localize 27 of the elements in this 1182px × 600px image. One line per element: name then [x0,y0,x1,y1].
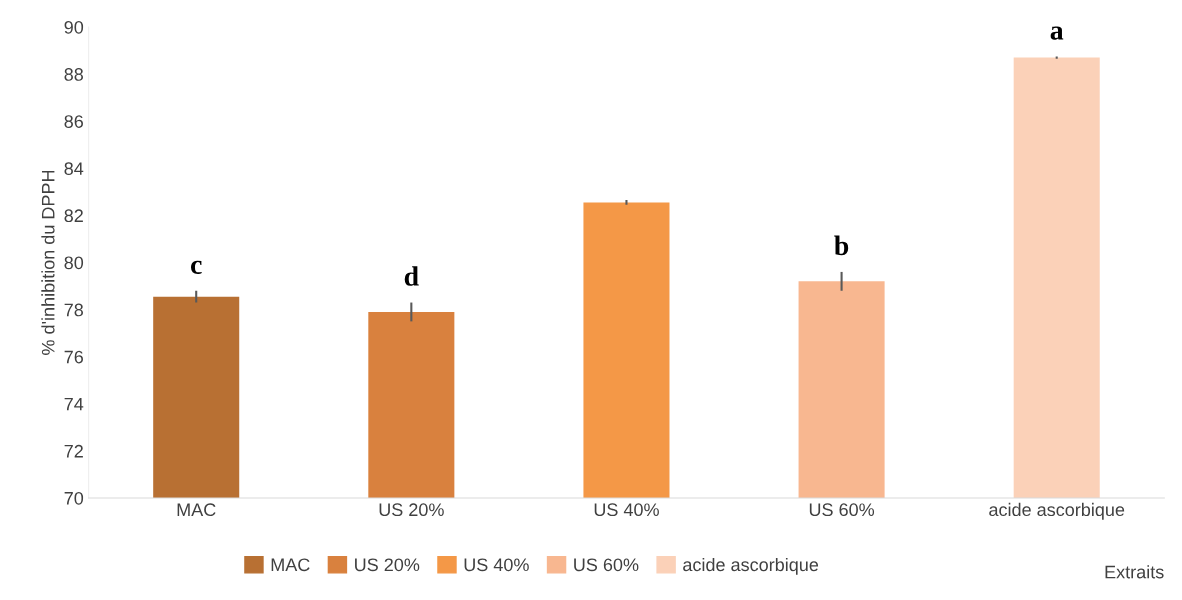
data-label: a [1050,26,1064,40]
y-tick-label: 72 [64,444,83,458]
legend-label: US 60% [574,558,639,572]
x-tick-label: US 40% [594,503,659,517]
legend-label: US 40% [464,558,529,572]
y-tick-label: 90 [64,20,84,34]
x-axis-title: Extraits [1105,565,1164,579]
data-label: c [191,260,202,274]
y-tick-label: 86 [64,115,83,128]
y-tick-label: 82 [64,209,83,223]
legend-label: acide ascorbique [683,557,819,575]
y-tick-label: 74 [64,397,84,411]
y-tick-label: 70 [64,491,84,505]
y-tick-label: 76 [64,350,83,364]
y-tick-label: 78 [64,303,84,317]
y-tick-label: 84 [64,162,84,176]
x-tick-label: US 20% [379,503,444,517]
y-tick-label: 88 [64,68,84,81]
x-tick-label: acide ascorbique [989,502,1125,520]
y-tick-label: 80 [64,256,84,270]
y-axis-title: % d'inhibition du DPPH [41,170,55,355]
legend-label: MAC [271,558,310,572]
x-tick-label: MAC [177,503,216,517]
data-label: b [834,235,849,256]
x-tick-label: US 60% [809,503,875,517]
data-label: d [404,266,419,286]
legend-label: US 20% [355,558,420,572]
